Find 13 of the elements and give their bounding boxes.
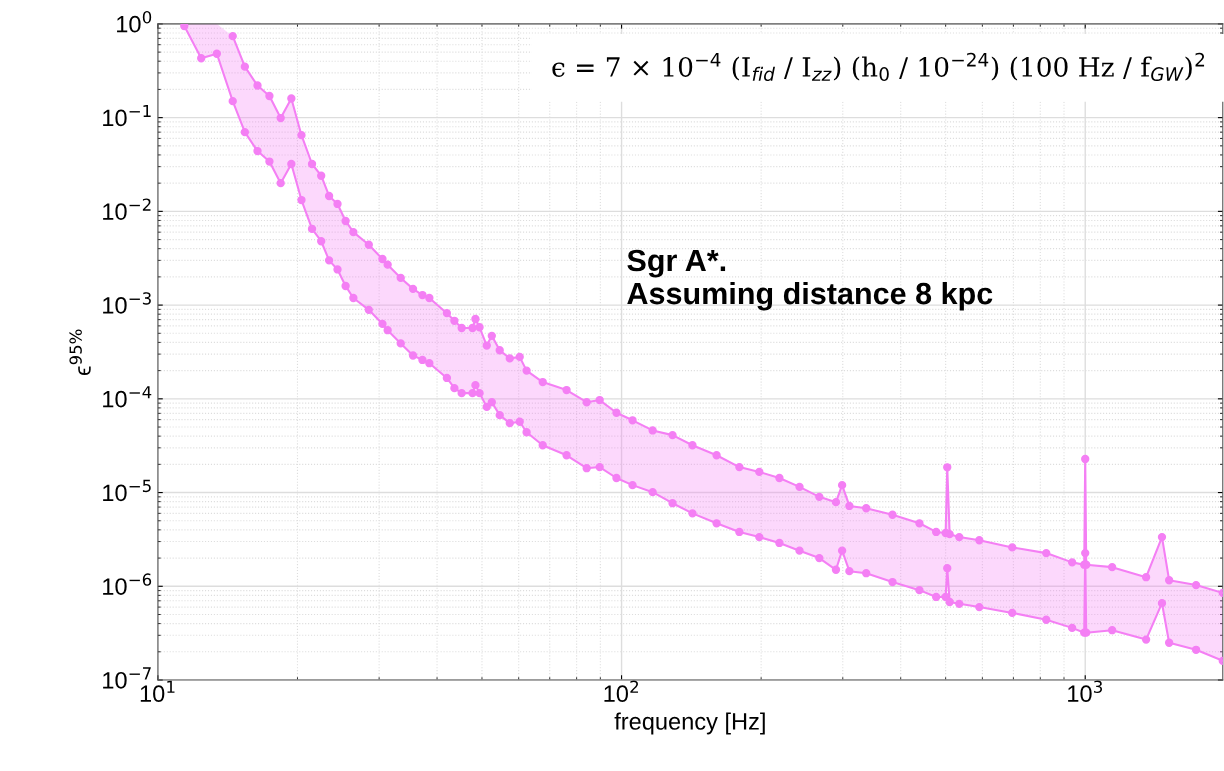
- y-axis-title: ϵ$^{95%}$: [69, 329, 91, 376]
- y-tick-label: 10$^{−6}$: [103, 573, 152, 595]
- y-tick-label: 10$^{0}$: [117, 10, 152, 33]
- annotation: Sgr A*. Assuming distance 8 kpc: [627, 249, 993, 311]
- x-axis-title: frequency [Hz]: [614, 712, 765, 735]
- text: ϵ = 7 × 10$^{−4}$ (I$_{fid}$ / I$_{zz}$) (h$_{0}$ / 10$^{−24}$) (100 Hz / f$_{GW}$)$^{2}$: [552, 52, 1205, 82]
- x-tick-label: 10$^{2}$: [604, 680, 639, 703]
- x-tick-label: 10$^{3}$: [1068, 680, 1103, 703]
- y-tick-label: 10$^{−3}$: [103, 292, 151, 314]
- y-tick-label: 10$^{−4}$: [103, 386, 152, 408]
- y-tick-label: 10$^{−5}$: [103, 479, 151, 502]
- y-tick-label: 10$^{−2}$: [103, 198, 151, 220]
- y-tick-label: 10$^{−1}$: [103, 104, 151, 127]
